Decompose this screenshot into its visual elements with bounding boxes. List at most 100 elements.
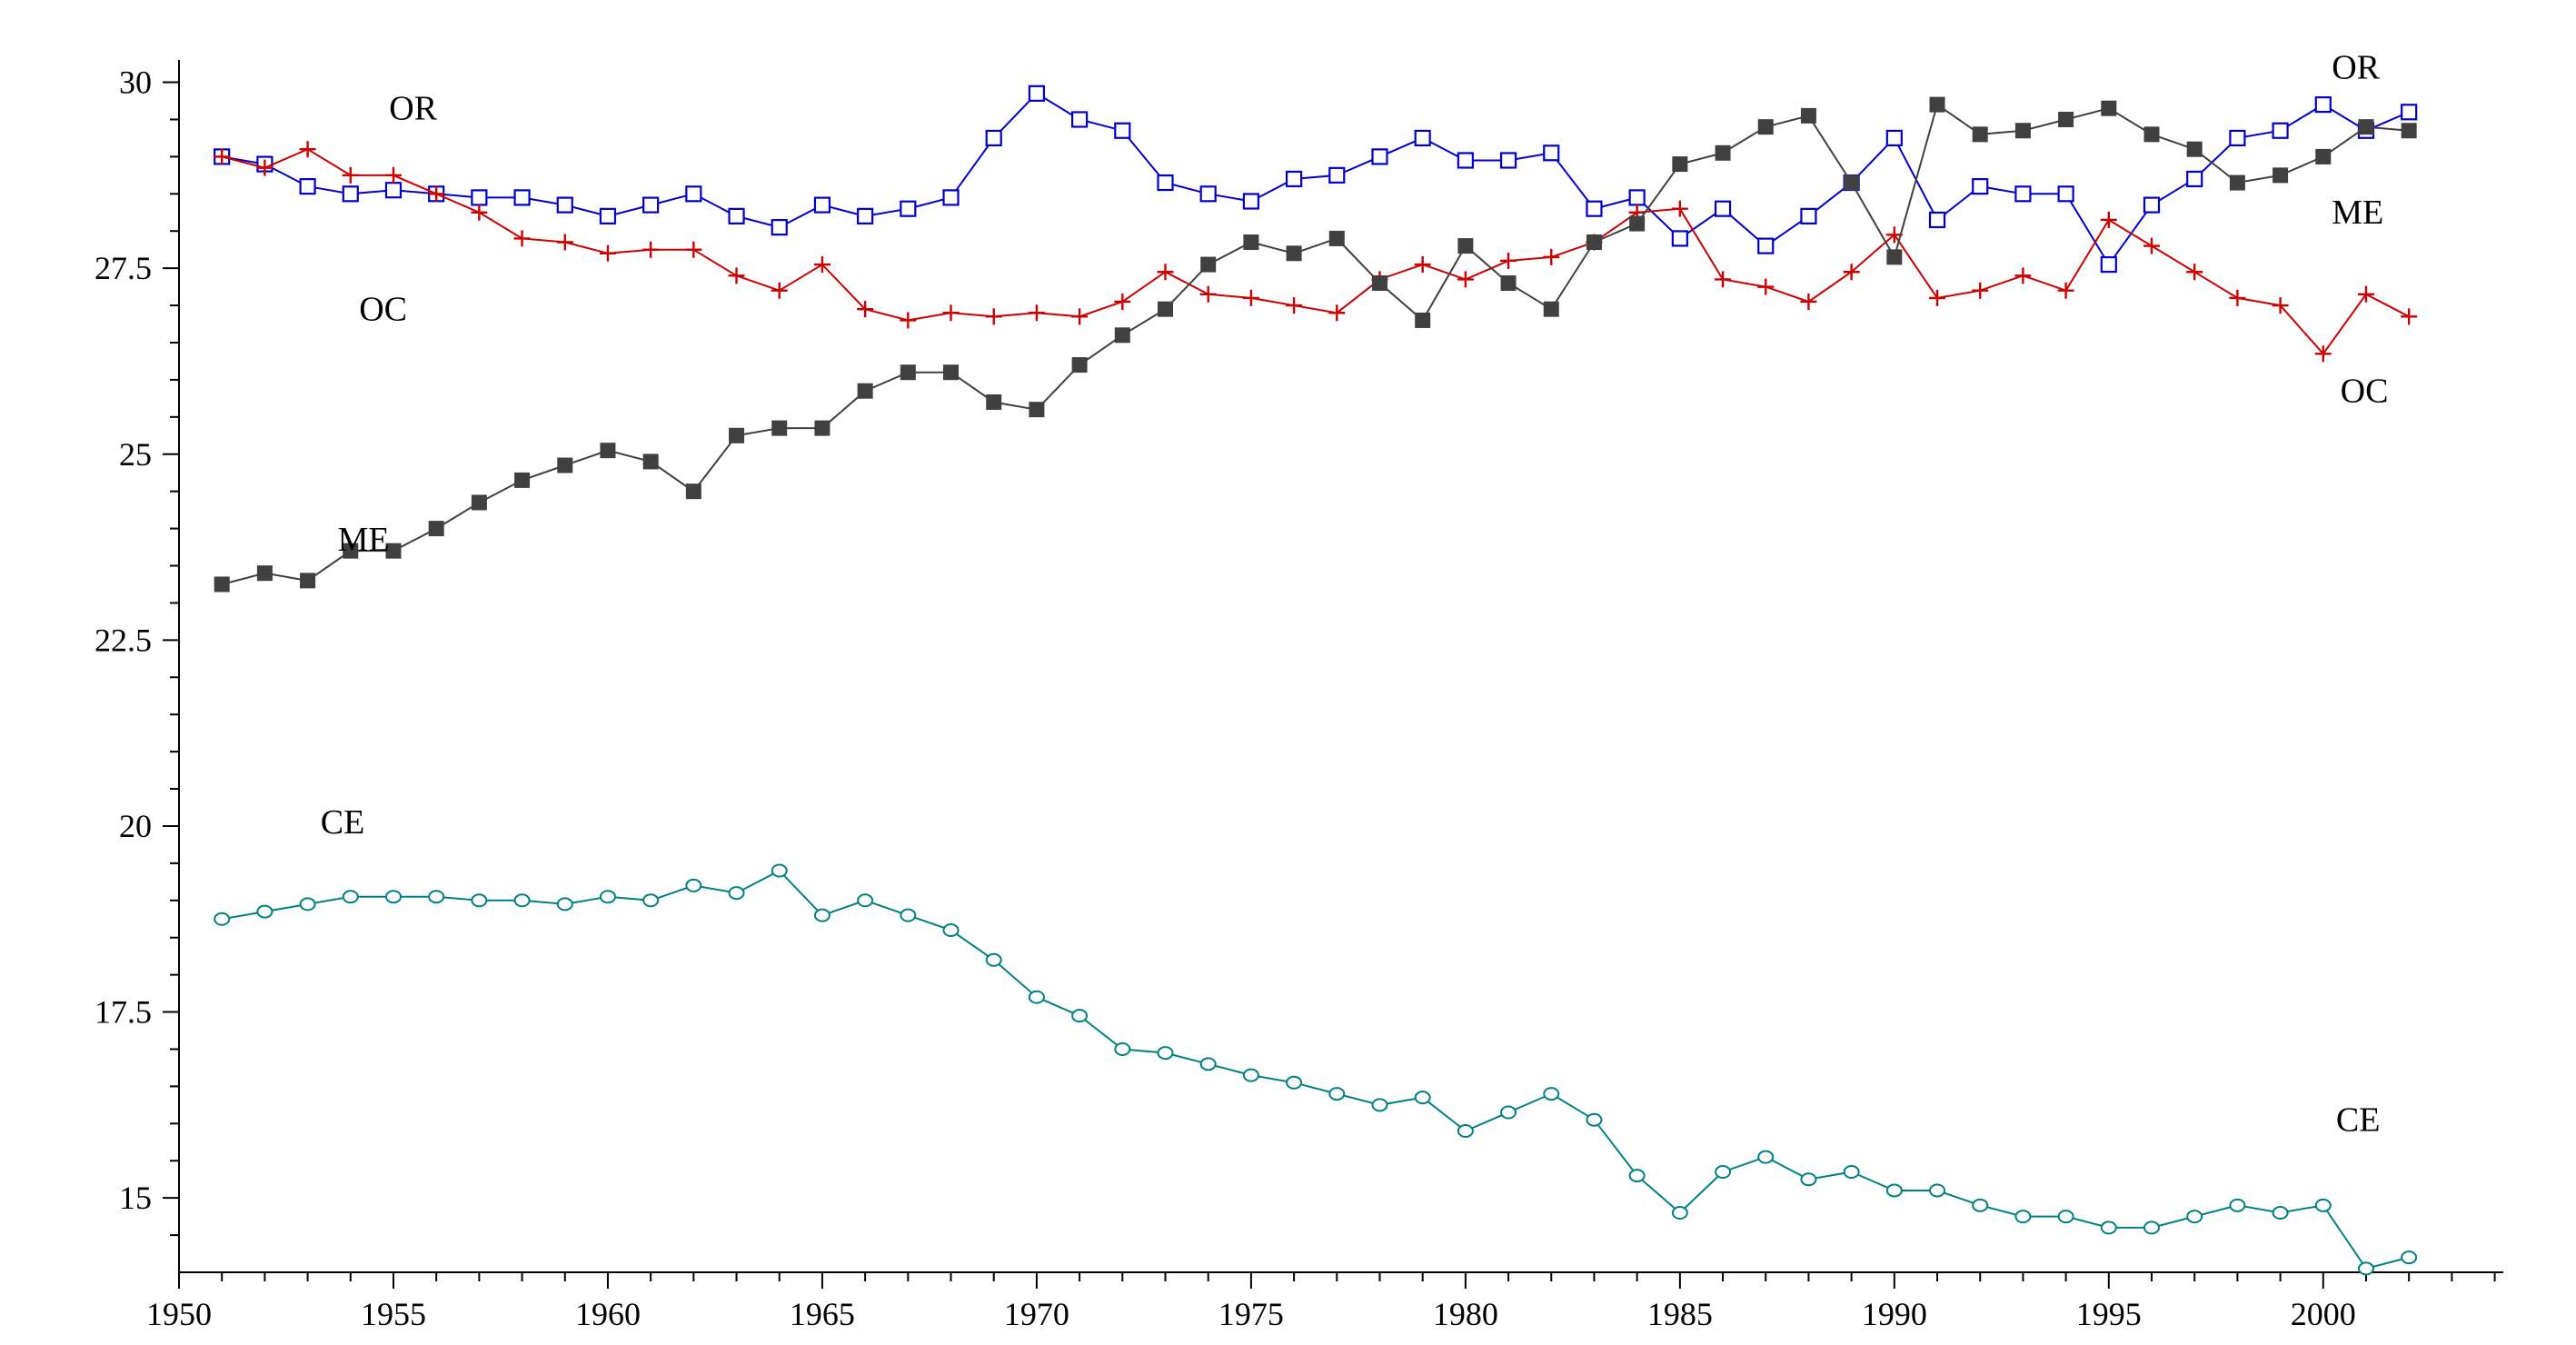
data-point-me	[1286, 245, 1302, 262]
data-point-or	[599, 207, 617, 224]
data-point-oc	[599, 244, 616, 262]
series-me	[214, 96, 2417, 593]
data-point-me	[1457, 238, 1474, 254]
data-point-oc	[728, 267, 745, 284]
data-point-ce	[1457, 1124, 1474, 1139]
data-point-or	[513, 189, 531, 206]
series-label-ce: CE	[321, 803, 365, 842]
data-point-or	[2014, 185, 2032, 203]
data-point-oc	[1671, 200, 1688, 217]
x-tick-label: 1990	[1862, 1296, 1927, 1332]
data-point-me	[943, 364, 960, 381]
data-point-or	[985, 129, 1002, 147]
series-oc	[214, 141, 2418, 363]
data-point-ce	[1586, 1112, 1603, 1127]
data-point-me	[1929, 96, 1945, 113]
data-point-oc	[2357, 285, 2374, 303]
data-point-or	[942, 189, 960, 206]
data-point-oc	[813, 256, 830, 274]
data-point-ce	[2143, 1220, 2160, 1235]
data-point-ce	[1199, 1057, 1217, 1071]
data-point-ce	[1414, 1091, 1431, 1105]
data-point-me	[1972, 126, 1988, 143]
data-point-me	[642, 453, 659, 470]
data-point-ce	[1757, 1150, 1775, 1164]
data-point-ce	[1715, 1165, 1732, 1180]
data-point-me	[256, 565, 273, 582]
data-point-or	[2401, 104, 2418, 121]
data-point-or	[1071, 111, 1089, 128]
x-tick-label: 1985	[1647, 1296, 1713, 1332]
data-point-ce	[1114, 1041, 1131, 1056]
x-tick-label: 1970	[1004, 1296, 1069, 1332]
data-point-ce	[214, 912, 231, 926]
data-point-me	[1629, 215, 1646, 232]
data-point-or	[1928, 211, 1946, 229]
y-tick-label: 27.5	[94, 250, 152, 286]
data-point-me	[1672, 156, 1688, 173]
data-point-or	[771, 219, 788, 236]
data-point-or	[1457, 152, 1474, 169]
data-point-oc	[384, 166, 402, 184]
data-point-oc	[2401, 308, 2418, 325]
x-tick-label: 1950	[146, 1296, 212, 1332]
data-point-or	[1242, 193, 1259, 210]
data-point-ce	[1286, 1075, 1303, 1090]
data-point-ce	[2401, 1250, 2418, 1265]
data-point-me	[1543, 301, 1559, 317]
data-point-me	[1844, 174, 1860, 191]
data-point-oc	[2272, 297, 2289, 314]
data-point-ce	[1242, 1068, 1259, 1082]
data-point-or	[813, 196, 831, 214]
data-point-me	[685, 483, 701, 500]
data-point-or	[1285, 170, 1303, 188]
x-tick-label: 1975	[1218, 1296, 1284, 1332]
data-point-ce	[513, 893, 531, 908]
data-point-or	[471, 189, 488, 206]
data-point-oc	[942, 304, 960, 322]
data-point-me	[1157, 301, 1173, 317]
data-point-me	[1371, 275, 1387, 292]
data-point-me	[2058, 111, 2074, 127]
data-point-me	[814, 420, 830, 436]
data-point-or	[1885, 129, 1903, 147]
x-tick-label: 2000	[2291, 1296, 2356, 1332]
series-label-oc: OC	[359, 290, 407, 328]
data-point-me	[900, 364, 916, 381]
data-point-ce	[428, 890, 445, 904]
data-point-me	[1029, 402, 1045, 418]
data-point-ce	[2357, 1261, 2374, 1276]
data-point-me	[2101, 100, 2117, 116]
data-point-oc	[2143, 237, 2160, 254]
x-tick-label: 1980	[1433, 1296, 1498, 1332]
data-point-me	[1800, 107, 1816, 124]
data-point-ce	[1800, 1172, 1817, 1187]
y-tick-label: 30	[119, 65, 152, 101]
data-point-or	[642, 196, 660, 214]
data-point-oc	[685, 241, 702, 258]
data-point-me	[2229, 174, 2245, 191]
data-point-ce	[942, 923, 960, 938]
data-point-or	[2186, 170, 2203, 188]
series-label-me: ME	[338, 521, 390, 559]
data-point-or	[1671, 230, 1688, 247]
data-point-me	[1415, 312, 1431, 328]
data-point-ce	[342, 890, 359, 904]
series-line-oc	[221, 148, 2410, 355]
data-point-or	[2314, 96, 2332, 114]
data-point-ce	[2314, 1198, 2332, 1212]
data-point-oc	[2057, 282, 2074, 299]
data-point-me	[2186, 141, 2203, 157]
data-point-ce	[813, 908, 830, 922]
data-point-me	[214, 576, 230, 593]
data-point-ce	[685, 878, 702, 892]
data-point-oc	[513, 230, 531, 247]
data-point-or	[1414, 129, 1431, 147]
series-label-me: ME	[2332, 194, 2383, 232]
data-point-oc	[1114, 293, 1131, 310]
data-point-me	[729, 427, 745, 443]
data-point-oc	[1457, 271, 1474, 288]
data-point-ce	[1028, 990, 1045, 1004]
data-point-or	[1714, 200, 1732, 217]
x-tick-label: 1995	[2076, 1296, 2142, 1332]
